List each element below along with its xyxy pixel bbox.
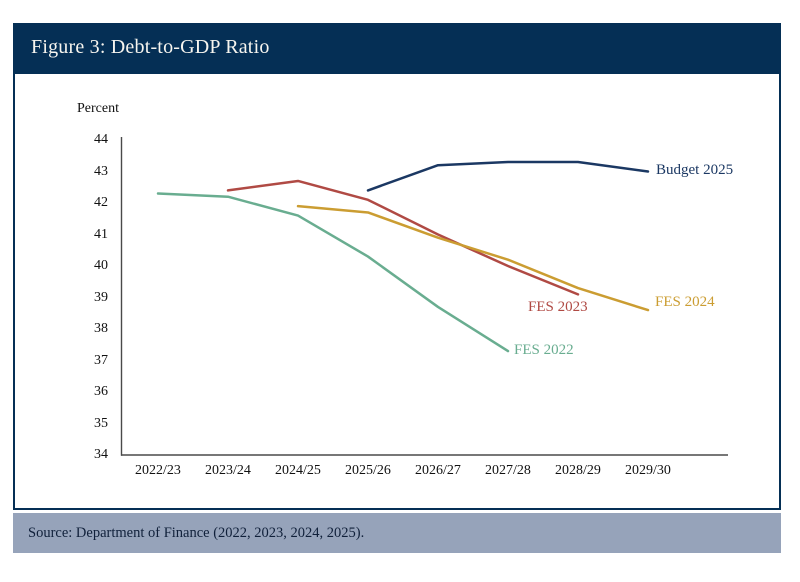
y-axis-tick-label: 40	[94, 258, 108, 273]
source-text: Source: Department of Finance (2022, 202…	[28, 525, 365, 541]
y-axis-tick-label: 37	[94, 352, 108, 368]
x-axis-tick-label: 2026/27	[415, 463, 461, 478]
y-axis-tick-label: 38	[94, 321, 108, 336]
y-axis-tick-label: 35	[94, 415, 108, 431]
y-axis-tick-label: 42	[94, 195, 108, 210]
series-label-fes-2023: FES 2023	[528, 299, 588, 316]
x-axis-tick-label: 2025/26	[345, 463, 391, 478]
figure-title: Figure 3: Debt-to-GDP Ratio	[31, 36, 270, 58]
x-axis-tick-label: 2029/30	[625, 463, 671, 478]
x-axis-tick-label: 2028/29	[555, 463, 601, 478]
series-label-fes-2024: FES 2024	[655, 294, 715, 311]
y-axis-tick-label: 44	[94, 132, 108, 147]
x-axis-tick-label: 2027/28	[485, 463, 531, 478]
series-line-fes-2023	[226, 179, 580, 296]
debt-to-gdp-line-chart	[120, 137, 728, 456]
y-axis-tick-label: 41	[94, 226, 108, 242]
series-line-fes-2022	[156, 192, 510, 353]
x-axis-tick-label: 2022/23	[135, 463, 181, 478]
y-axis-tick-label: 39	[94, 289, 108, 305]
x-axis-tick-label: 2023/24	[205, 463, 251, 478]
source-bar: Source: Department of Finance (2022, 202…	[13, 513, 781, 553]
y-axis-unit-label: Percent	[77, 101, 119, 116]
y-axis-tick-label: 43	[94, 163, 108, 179]
series-label-fes-2022: FES 2022	[514, 342, 574, 359]
chart-panel: Percent FES 2022 FES 2023 FES 2024 Budge…	[13, 72, 781, 510]
x-axis-tick-label: 2024/25	[275, 463, 321, 478]
y-axis-tick-label: 36	[94, 384, 108, 399]
figure-title-bar: Figure 3: Debt-to-GDP Ratio	[13, 23, 781, 72]
series-line-fes-2024	[296, 204, 650, 312]
series-line-budget-2025	[366, 160, 650, 192]
series-label-budget-2025: Budget 2025	[656, 161, 734, 178]
y-axis-tick-label: 34	[94, 447, 108, 462]
